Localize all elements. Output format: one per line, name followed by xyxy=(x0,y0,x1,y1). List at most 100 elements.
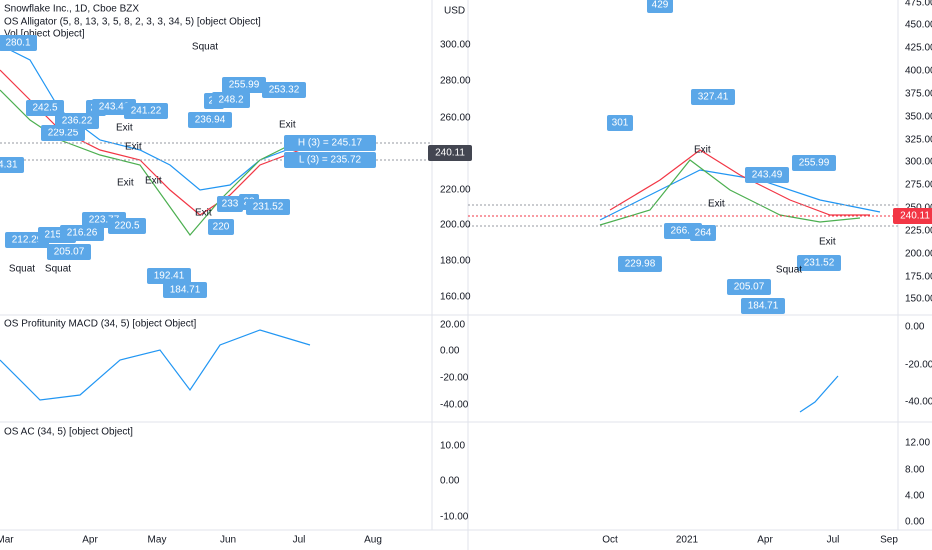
axis-label: 0.00 xyxy=(440,476,460,487)
callout-text: 229.98 xyxy=(625,259,656,270)
callout-text: 301 xyxy=(612,118,629,129)
axis-label: 475.00 xyxy=(905,0,932,9)
indicator-legend: OS Alligator (5, 8, 13, 3, 5, 8, 2, 3, 3… xyxy=(4,17,261,28)
callout-text: 327.41 xyxy=(698,92,729,103)
callout-text: 220 xyxy=(213,222,230,233)
callout-text: 280.1 xyxy=(5,38,30,49)
ac-title: OS AC (34, 5) [object Object] xyxy=(4,427,133,438)
time-label: Oct xyxy=(602,535,618,546)
axis-label: -20.00 xyxy=(905,360,932,371)
callout-text: 242.5 xyxy=(32,103,57,114)
axis-label: 160.00 xyxy=(440,292,471,303)
currency: USD xyxy=(444,6,465,17)
time-label: Jun xyxy=(220,535,236,546)
time-label: May xyxy=(148,535,167,546)
axis-label: 400.00 xyxy=(905,66,932,77)
callout-text: 216.26 xyxy=(67,228,98,239)
axis-label: 260.00 xyxy=(440,113,471,124)
axis-label: 10.00 xyxy=(440,441,465,452)
callout-text: 205.07 xyxy=(734,282,765,293)
exit-marker: Exit xyxy=(116,123,133,134)
time-label: 2021 xyxy=(676,535,699,546)
level-label xyxy=(284,135,376,151)
callout-text: 255.99 xyxy=(229,80,260,91)
callout xyxy=(647,0,673,13)
callout xyxy=(217,196,243,212)
time-label: Jul xyxy=(293,535,306,546)
axis-label: 8.00 xyxy=(905,465,925,476)
callout-text: 255.99 xyxy=(799,158,830,169)
axis-label: 0.00 xyxy=(440,346,460,357)
callout xyxy=(108,218,146,234)
callout xyxy=(690,225,716,241)
level-label xyxy=(284,152,376,168)
axis-label: 20.00 xyxy=(440,320,465,331)
axis-label: -40.00 xyxy=(905,397,932,408)
callout-text: 253.32 xyxy=(269,85,300,96)
callout xyxy=(147,268,191,284)
exit-marker: Exit xyxy=(694,145,711,156)
axis-label: 450.00 xyxy=(905,20,932,31)
axis-label: 0.00 xyxy=(905,517,925,528)
squat-marker: Squat xyxy=(192,42,218,53)
callout xyxy=(607,115,633,131)
axis-label: 275.00 xyxy=(905,180,932,191)
exit-marker: Exit xyxy=(279,120,296,131)
axis-label: -40.00 xyxy=(440,400,469,411)
callout xyxy=(0,35,37,51)
exit-marker: Exit xyxy=(117,178,134,189)
callout xyxy=(792,155,836,171)
price-badge xyxy=(428,145,472,161)
callout-text: 205.07 xyxy=(54,247,85,258)
callout xyxy=(163,282,207,298)
axis-label: 280.00 xyxy=(440,76,471,87)
time-label: Aug xyxy=(364,535,382,546)
callout-text: 215.2 xyxy=(44,230,69,241)
callout-text: 223.77 xyxy=(89,215,120,226)
title: Snowflake Inc., 1D, Cboe BZX xyxy=(4,4,139,15)
callout xyxy=(124,103,168,119)
callout-text: 266.4 xyxy=(670,226,695,237)
callout-text: 231.52 xyxy=(253,202,284,213)
level-label-text: L (3) = 235.72 xyxy=(299,155,362,166)
callout-text: 231.52 xyxy=(804,258,835,269)
callout-text: 229.25 xyxy=(48,128,79,139)
axis-label: 200.00 xyxy=(905,249,932,260)
callout xyxy=(222,77,266,93)
axis-label: 225.00 xyxy=(905,226,932,237)
axis-label: -20.00 xyxy=(440,373,469,384)
callout xyxy=(47,244,91,260)
callout-text: 184.71 xyxy=(748,301,779,312)
macd-lines xyxy=(0,329,839,413)
callout xyxy=(188,112,232,128)
price-badge-text: 240.11 xyxy=(435,148,465,159)
callout-text: 184.71 xyxy=(170,285,201,296)
callout xyxy=(727,279,771,295)
callout-text: 243.49 xyxy=(99,102,130,113)
time-label: Apr xyxy=(757,535,773,546)
axis-label: 300.00 xyxy=(905,157,932,168)
level-label-text: H (3) = 245.17 xyxy=(298,138,363,149)
callout xyxy=(212,92,250,108)
axis-label: -10.00 xyxy=(440,512,469,523)
exit-marker: Exit xyxy=(125,142,142,153)
axis-label: 150.00 xyxy=(905,294,932,305)
callout xyxy=(262,82,306,98)
callout xyxy=(246,199,290,215)
callout xyxy=(60,225,104,241)
time-label: Jul xyxy=(827,535,840,546)
callout-text: 264 xyxy=(695,228,712,239)
time-label: Sep xyxy=(880,535,898,546)
price-badge xyxy=(893,208,932,224)
callout xyxy=(618,256,662,272)
callout xyxy=(0,157,24,173)
callout-text: 192.41 xyxy=(154,271,185,282)
callout-text: 248.2 xyxy=(218,95,243,106)
callout-text: 241.22 xyxy=(131,106,162,117)
axis-label: 220.00 xyxy=(440,185,471,196)
axis-label: 200.00 xyxy=(440,220,471,231)
exit-marker: Exit xyxy=(708,199,725,210)
callout-text: 236.22 xyxy=(62,116,93,127)
callout xyxy=(797,255,841,271)
